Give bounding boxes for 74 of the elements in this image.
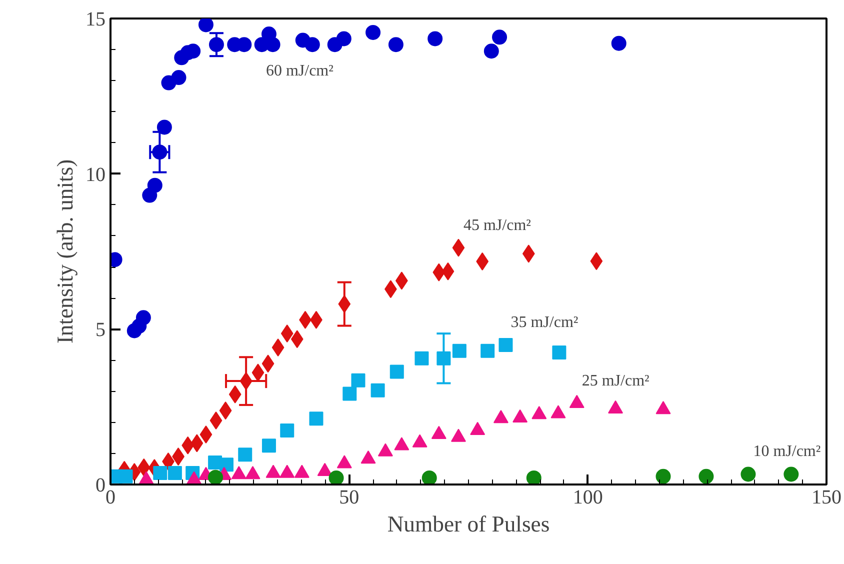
x-axis-title: Number of Pulses (387, 512, 550, 536)
point (152, 144, 168, 160)
point (590, 252, 603, 270)
series-label: 25 mJ/cm² (582, 372, 650, 390)
point (388, 37, 404, 52)
point (476, 252, 489, 270)
point (338, 295, 351, 314)
point (171, 70, 186, 86)
point (611, 36, 626, 51)
point (168, 466, 182, 480)
series-label: 10 mJ/cm² (753, 443, 821, 460)
point (238, 448, 252, 462)
x-tick-label: 150 (812, 486, 842, 508)
point (526, 470, 542, 484)
point (136, 310, 151, 326)
point (698, 468, 714, 484)
point (552, 345, 566, 360)
point (265, 37, 280, 52)
point (342, 386, 357, 401)
y-axis-title: Intensity (arb. units) (52, 159, 78, 344)
point (452, 344, 466, 358)
point (210, 412, 222, 430)
y-tick-label: 5 (96, 319, 106, 342)
point (208, 37, 224, 52)
point (156, 120, 172, 135)
x-tick-label: 50 (339, 486, 360, 508)
point (492, 30, 508, 45)
series-label: 45 mJ/cm² (463, 216, 532, 234)
point (656, 468, 671, 484)
point (351, 373, 366, 388)
point (390, 364, 404, 379)
x-tick-label: 100 (572, 486, 603, 508)
point (252, 364, 264, 382)
point (304, 37, 320, 52)
point (219, 458, 234, 472)
point (118, 469, 133, 484)
point (370, 383, 385, 398)
point (740, 466, 756, 482)
point (138, 458, 150, 476)
point (219, 402, 232, 420)
y-tick-label: 15 (86, 8, 106, 30)
point (328, 470, 344, 484)
point (198, 18, 214, 32)
point (200, 425, 212, 444)
point (452, 238, 465, 257)
point (309, 412, 324, 426)
series-label: 60 mJ/cm² (266, 62, 334, 80)
point (190, 434, 204, 452)
point (280, 423, 294, 438)
series-label: 35 mJ/cm² (510, 314, 578, 332)
point (428, 31, 443, 46)
point (422, 470, 437, 484)
y-tick-label: 10 (86, 164, 106, 186)
point (366, 24, 381, 40)
point (272, 338, 284, 356)
point (262, 354, 274, 373)
point (240, 372, 252, 390)
point (442, 262, 454, 280)
point (280, 324, 294, 343)
point (436, 351, 451, 366)
point (784, 466, 799, 482)
point (336, 31, 352, 46)
point (228, 385, 242, 404)
point (290, 330, 304, 348)
point (522, 244, 535, 263)
point (480, 344, 495, 358)
point (147, 178, 162, 193)
point (153, 466, 168, 480)
point (498, 338, 513, 352)
point (432, 263, 446, 282)
point (208, 470, 224, 484)
point (484, 44, 499, 59)
point (262, 438, 276, 453)
point (414, 351, 429, 366)
